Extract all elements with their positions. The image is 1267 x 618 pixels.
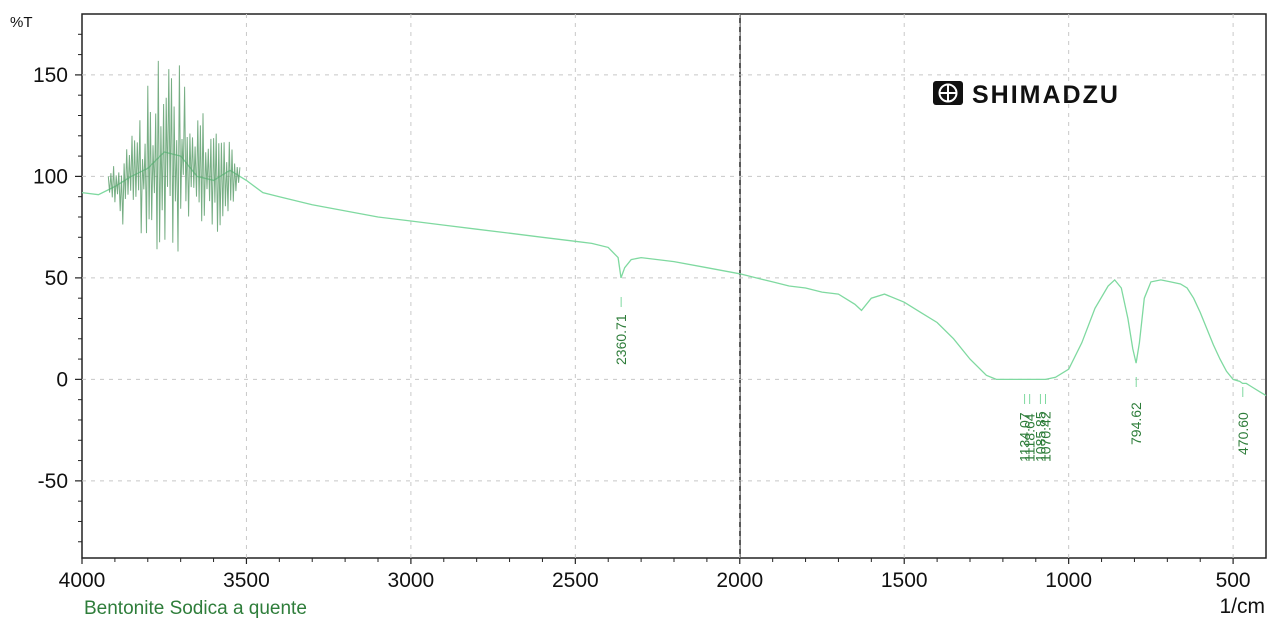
peak-label: 1070.42 <box>1038 411 1054 462</box>
y-tick-label: -50 <box>38 470 68 493</box>
shimadzu-logo: SHIMADZU <box>933 81 1120 109</box>
y-tick-label: 100 <box>33 165 68 188</box>
sample-name: Bentonite Sodica a quente <box>84 598 307 618</box>
x-tick-label: 4000 <box>59 569 106 592</box>
y-tick-label: 0 <box>56 368 68 391</box>
spectrum-line <box>81 151 1267 397</box>
x-tick-label: 3500 <box>223 569 270 592</box>
logo-text: SHIMADZU <box>972 81 1120 109</box>
x-tick-label: 1000 <box>1045 569 1092 592</box>
peak-label: 1118.64 <box>1022 413 1038 462</box>
peak-label: 470.60 <box>1235 412 1251 455</box>
peak-label: 1134.07 <box>1017 412 1033 462</box>
peak-label: 1085.85 <box>1032 411 1048 462</box>
spectrum-series <box>81 60 1267 397</box>
noise-spikes <box>107 60 241 252</box>
x-tick-label: 500 <box>1216 569 1251 592</box>
peak-label: 794.62 <box>1128 402 1144 445</box>
x-tick-label: 3000 <box>388 569 435 592</box>
x-tick-label: 1500 <box>881 569 928 592</box>
peak-label: 2360.71 <box>613 314 629 365</box>
axis-ticks <box>75 33 1234 564</box>
tick-labels: 4000 3500 3000 2500 2000 1500 1000 500150100500… <box>33 64 1251 592</box>
x-tick-label: 2500 <box>552 569 599 592</box>
y-tick-label: 50 <box>45 267 68 290</box>
y-tick-label: 150 <box>33 64 68 87</box>
x-tick-label: 2000 <box>716 569 763 592</box>
x-axis-label: 1/cm <box>1219 595 1265 618</box>
y-axis-label: %T <box>10 14 33 31</box>
grid-lines <box>82 14 1266 558</box>
